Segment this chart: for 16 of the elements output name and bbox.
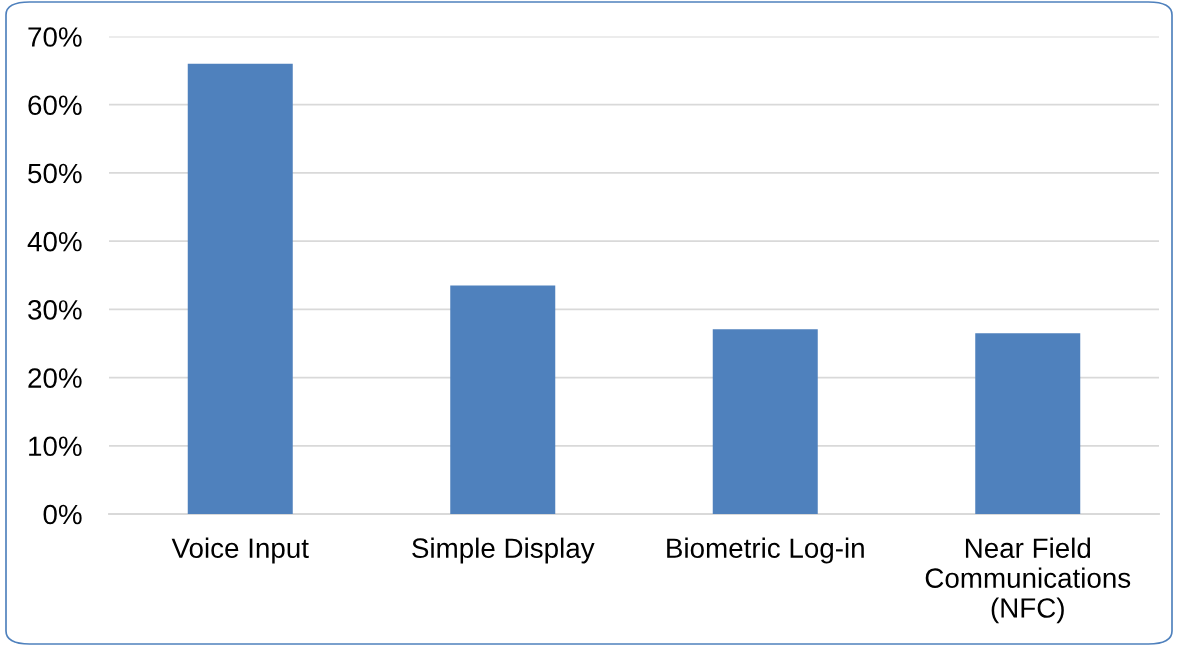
bar xyxy=(712,329,818,514)
y-tick-label: 40% xyxy=(27,231,82,252)
y-tick-label: 10% xyxy=(29,436,82,457)
x-tick-label: Biometric Log-in xyxy=(667,537,864,564)
x-tick-label: Simple Display xyxy=(412,537,595,564)
y-tick-label: 60% xyxy=(28,95,82,116)
y-tick-label: 30% xyxy=(28,300,82,320)
bar xyxy=(450,285,556,514)
y-tick-label: 0% xyxy=(43,504,82,525)
bar xyxy=(975,333,1081,514)
x-tick-label: Near Field Communications (NFC) xyxy=(925,537,1131,624)
y-tick-label: 20% xyxy=(28,368,82,388)
bar xyxy=(187,63,293,514)
y-tick-label: 50% xyxy=(28,163,82,184)
y-tick-label: 70% xyxy=(28,27,82,47)
x-tick-label: Voice Input xyxy=(171,537,309,564)
